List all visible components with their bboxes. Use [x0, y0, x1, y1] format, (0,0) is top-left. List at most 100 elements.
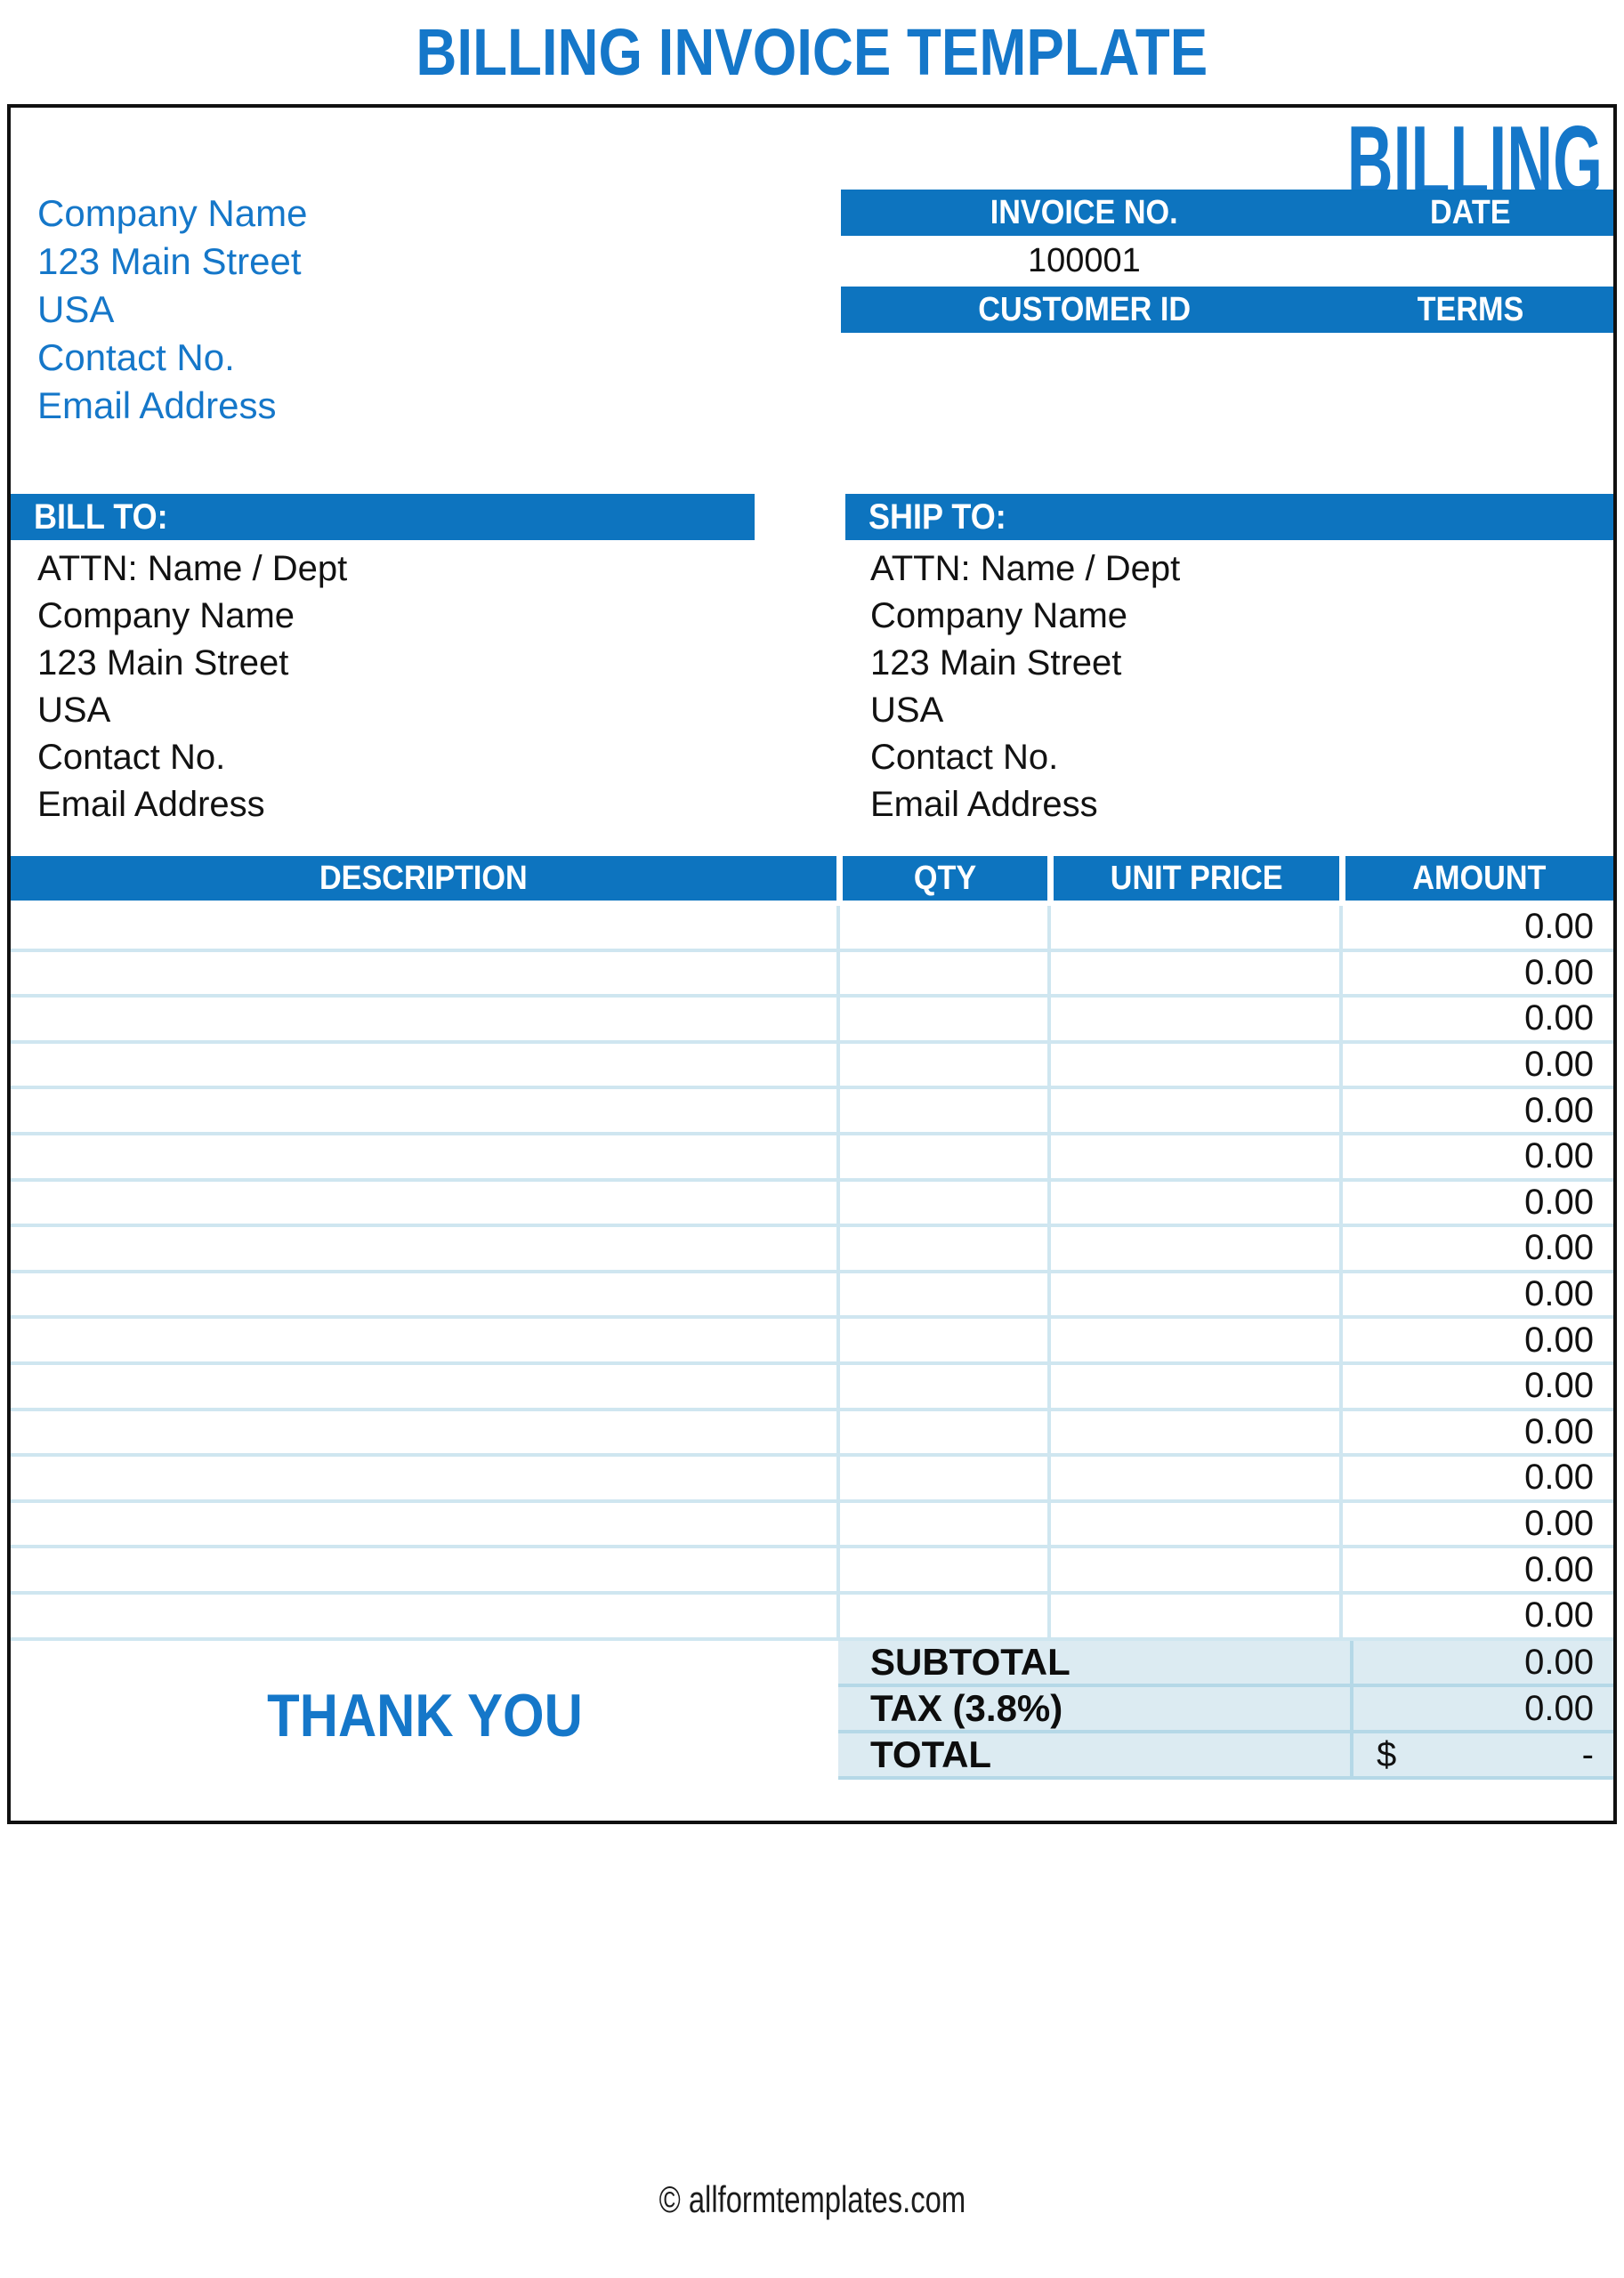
unit-price-cell[interactable] [1047, 906, 1339, 949]
unit-price-cell[interactable] [1047, 1548, 1339, 1591]
invoice-meta: INVOICE NO. DATE 100001 CUSTOMER ID TERM… [841, 190, 1613, 384]
amount-cell[interactable]: 0.00 [1339, 1089, 1613, 1132]
amount-cell[interactable]: 0.00 [1339, 1319, 1613, 1361]
description-cell[interactable] [11, 1595, 836, 1637]
qty-cell[interactable] [836, 1457, 1047, 1499]
unit-price-cell[interactable] [1047, 1410, 1339, 1454]
terms-header: TERMS [1328, 287, 1613, 333]
amount-cell[interactable]: 0.00 [1339, 998, 1613, 1040]
total-amount-cell[interactable]: 0.00 [1350, 1641, 1613, 1684]
table-header-row: DESCRIPTION QTY UNIT PRICE AMOUNT [11, 856, 1613, 901]
amount-cell[interactable]: 0.00 [1339, 906, 1613, 949]
amount-cell[interactable]: 0.00 [1339, 1410, 1613, 1454]
unit-price-cell[interactable] [1047, 1364, 1339, 1408]
amount-cell[interactable]: 0.00 [1339, 1227, 1613, 1270]
description-cell[interactable] [11, 1044, 836, 1086]
qty-cell[interactable] [836, 1227, 1047, 1270]
unit-price-cell[interactable] [1047, 1272, 1339, 1316]
unit-price-cell[interactable] [1047, 1502, 1339, 1546]
qty-cell[interactable] [836, 998, 1047, 1040]
date-header: DATE [1328, 190, 1613, 236]
unit-price-cell[interactable] [1047, 1181, 1339, 1224]
qty-cell[interactable] [836, 1181, 1047, 1224]
amount-cell[interactable]: 0.00 [1339, 1043, 1613, 1086]
invoice-no-value[interactable]: 100001 [1028, 242, 1141, 279]
ship-to-header: SHIP TO: [845, 494, 1613, 540]
bill-to-line: Email Address [37, 785, 265, 824]
description-cell[interactable] [11, 1227, 836, 1270]
description-cell[interactable] [11, 906, 836, 949]
total-amount-cell[interactable]: $ - [1350, 1733, 1613, 1776]
description-cell[interactable] [11, 1457, 836, 1499]
invoice-sheet: BILLING Company Name 123 Main Street USA Co… [7, 104, 1617, 1824]
terms-label: TERMS [1417, 290, 1524, 328]
unit-price-cell[interactable] [1047, 1319, 1339, 1361]
amount-cell[interactable]: 0.00 [1339, 1594, 1613, 1637]
amount-column-header: AMOUNT [1339, 856, 1613, 901]
customer-id-header: CUSTOMER ID [841, 287, 1328, 333]
amount-cell[interactable]: 0.00 [1339, 1502, 1613, 1546]
bill-to-line: Company Name [37, 596, 295, 635]
qty-cell[interactable] [836, 1548, 1047, 1591]
qty-cell[interactable] [836, 951, 1047, 995]
amount-cell[interactable]: 0.00 [1339, 1272, 1613, 1316]
total-row: TOTAL $ - [838, 1733, 1613, 1780]
terms-value[interactable] [1328, 333, 1613, 384]
invoice-no-label: INVOICE NO. [990, 193, 1178, 231]
qty-cell[interactable] [836, 1135, 1047, 1178]
unit-price-cell[interactable] [1047, 1594, 1339, 1637]
amount-cell[interactable]: 0.00 [1339, 1181, 1613, 1224]
customer-id-value[interactable] [841, 333, 1328, 384]
amount-cell[interactable]: 0.00 [1339, 951, 1613, 995]
qty-cell[interactable] [836, 1364, 1047, 1408]
description-cell[interactable] [11, 1411, 836, 1454]
description-column-header: DESCRIPTION [11, 856, 836, 901]
unit-price-cell[interactable] [1047, 1457, 1339, 1499]
description-cell[interactable] [11, 1135, 836, 1178]
invoice-meta-header-row-1: INVOICE NO. DATE [841, 190, 1613, 236]
qty-cell[interactable] [836, 1502, 1047, 1546]
description-cell[interactable] [11, 998, 836, 1040]
table-row: 0.00 [11, 1135, 1613, 1182]
description-cell[interactable] [11, 1089, 836, 1132]
amount-cell[interactable]: 0.00 [1339, 1135, 1613, 1178]
qty-cell[interactable] [836, 1594, 1047, 1637]
amount-cell[interactable]: 0.00 [1339, 1364, 1613, 1408]
description-cell[interactable] [11, 1273, 836, 1316]
ship-to-lines: ATTN: Name / Dept Company Name 123 Main St… [845, 545, 1613, 828]
unit-price-cell[interactable] [1047, 1135, 1339, 1178]
amount-cell[interactable]: 0.00 [1339, 1548, 1613, 1591]
unit-price-cell[interactable] [1047, 1227, 1339, 1270]
table-row: 0.00 [11, 1364, 1613, 1411]
currency-symbol: $ [1377, 1734, 1397, 1774]
thank-you-text: THANK YOU [266, 1682, 583, 1749]
table-row: 0.00 [11, 1410, 1613, 1458]
ship-to-line: Contact No. [870, 738, 1059, 777]
company-info-block: Company Name 123 Main Street USA Contact No… [37, 190, 307, 430]
qty-cell[interactable] [836, 1319, 1047, 1361]
description-cell[interactable] [11, 1319, 836, 1361]
total-amount-cell[interactable]: 0.00 [1350, 1687, 1613, 1730]
qty-column-header: QTY [836, 856, 1047, 901]
unit-price-cell[interactable] [1047, 1043, 1339, 1086]
unit-price-cell[interactable] [1047, 1089, 1339, 1132]
description-cell[interactable] [11, 1548, 836, 1591]
description-header-label: DESCRIPTION [319, 859, 528, 897]
page-title: BILLING INVOICE TEMPLATE [0, 14, 1624, 90]
date-value[interactable] [1328, 236, 1613, 287]
description-cell[interactable] [11, 952, 836, 995]
bill-to-lines: ATTN: Name / Dept Company Name 123 Main St… [11, 545, 755, 828]
description-cell[interactable] [11, 1503, 836, 1546]
qty-cell[interactable] [836, 906, 1047, 949]
qty-cell[interactable] [836, 1043, 1047, 1086]
unit-price-cell[interactable] [1047, 951, 1339, 995]
qty-cell[interactable] [836, 1410, 1047, 1454]
description-cell[interactable] [11, 1365, 836, 1408]
total-label: TOTAL [870, 1733, 992, 1775]
footer-credit: © allformtemplates.com [0, 2178, 1624, 2221]
qty-cell[interactable] [836, 1272, 1047, 1316]
description-cell[interactable] [11, 1182, 836, 1224]
amount-cell[interactable]: 0.00 [1339, 1457, 1613, 1499]
unit-price-cell[interactable] [1047, 998, 1339, 1040]
qty-cell[interactable] [836, 1089, 1047, 1132]
